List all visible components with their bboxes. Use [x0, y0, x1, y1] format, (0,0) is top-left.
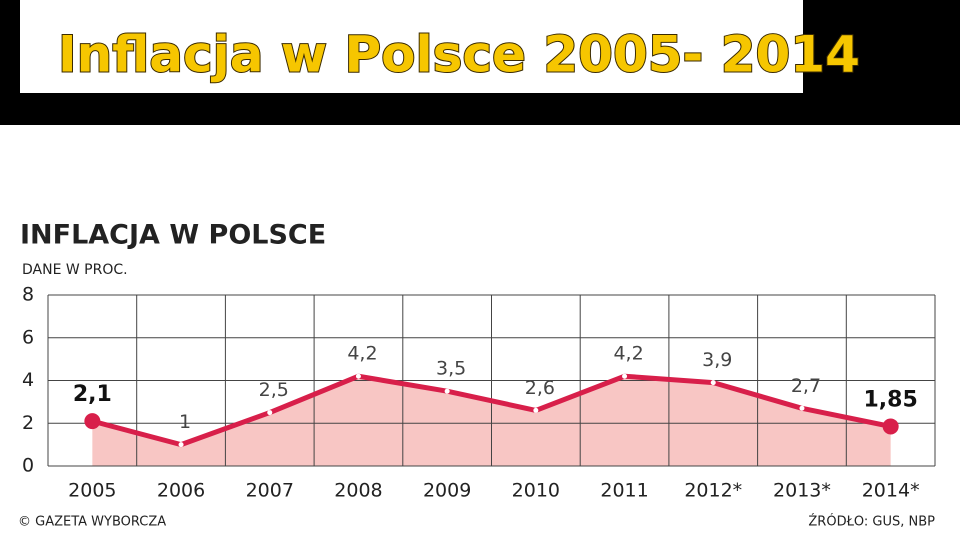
x-tick-label: 2007: [246, 480, 294, 502]
point: [267, 410, 273, 416]
x-tick-label: 2006: [157, 480, 205, 502]
data-label: 2,6: [525, 377, 555, 399]
title-box: [20, 0, 803, 93]
data-label: 1: [179, 411, 191, 433]
point: [355, 373, 361, 379]
point: [622, 373, 628, 379]
x-tick-label: 2008: [334, 480, 382, 502]
data-label: 4,2: [613, 343, 643, 365]
chart-title: INFLACJA W POLSCE: [20, 220, 326, 251]
x-tick-label: 2014*: [862, 480, 920, 502]
point: [84, 413, 101, 430]
chart-subtitle: DANE W PROC.: [22, 262, 128, 278]
y-tick-label: 2: [22, 412, 34, 434]
x-tick-label: 2005: [68, 480, 116, 502]
y-tick-label: 6: [22, 326, 34, 348]
slide-title: Inflacja w Polsce 2005- 2014: [58, 26, 860, 84]
y-tick-label: 4: [22, 369, 34, 391]
x-tick-label: 2010: [512, 480, 560, 502]
point: [533, 407, 539, 413]
source: ŹRÓDŁO: GUS, NBP: [808, 514, 935, 530]
x-tick-label: 2013*: [773, 480, 831, 502]
data-label: 2,5: [259, 379, 289, 401]
point: [178, 442, 184, 448]
y-tick-label: 8: [22, 284, 34, 306]
credit: © GAZETA WYBORCZA: [18, 515, 166, 530]
x-tick-label: 2011: [600, 480, 648, 502]
data-label: 2,1: [73, 382, 112, 407]
data-label: 1,85: [864, 387, 918, 412]
x-tick-label: 2009: [423, 480, 471, 502]
data-label: 4,2: [347, 343, 377, 365]
y-tick-label: 0: [22, 455, 34, 477]
x-tick-label: 2012*: [684, 480, 742, 502]
line: [91, 373, 892, 448]
data-label: 3,5: [436, 358, 466, 380]
point: [444, 388, 450, 394]
data-label: 2,7: [791, 375, 821, 397]
data-label: 3,9: [702, 349, 732, 371]
point: [710, 380, 716, 386]
point: [882, 418, 899, 435]
point: [799, 405, 805, 411]
